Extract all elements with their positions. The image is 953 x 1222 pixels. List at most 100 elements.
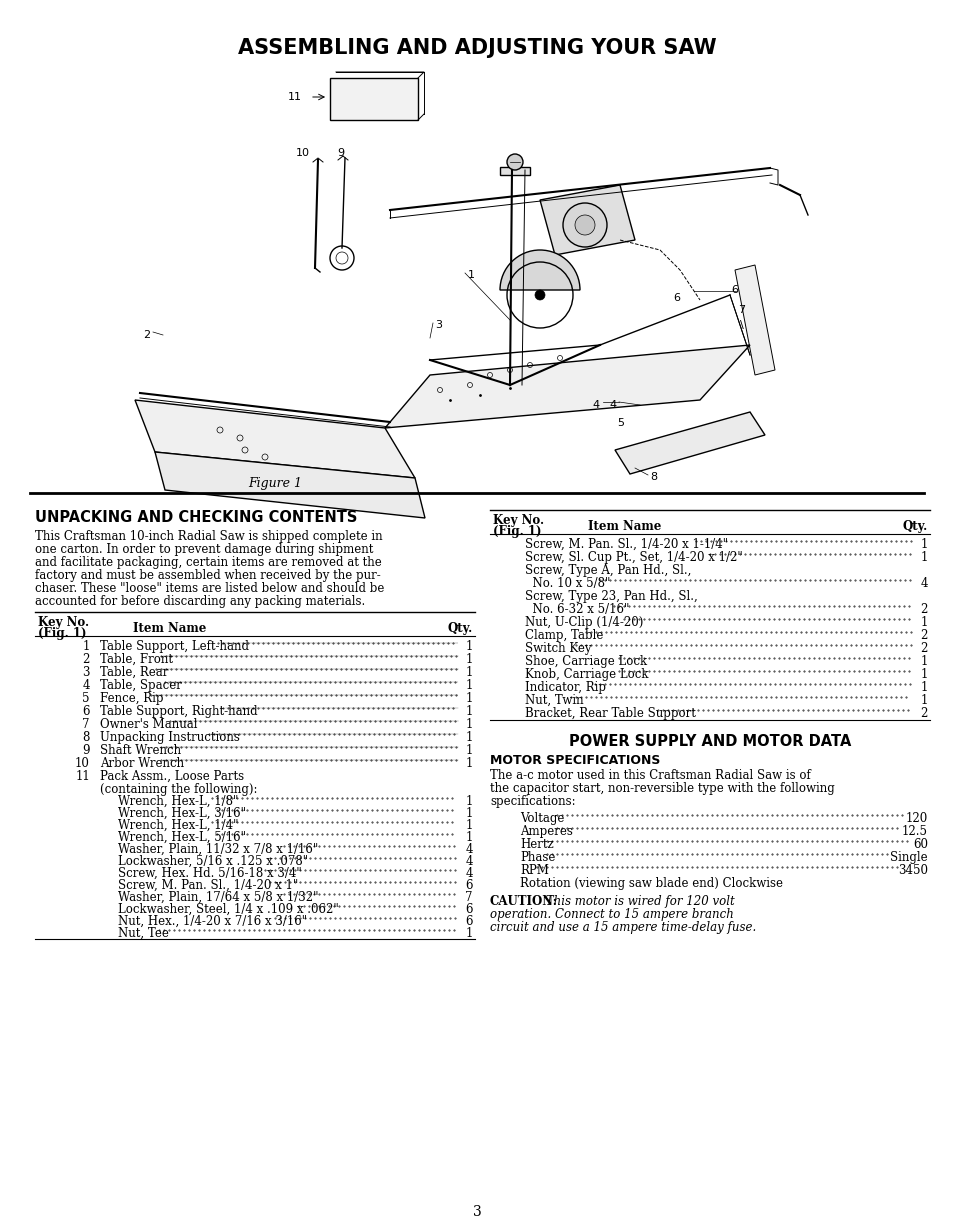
Text: CAUTION:: CAUTION:: [490, 895, 558, 908]
Text: circuit and use a 15 ampere time-delay fuse.: circuit and use a 15 ampere time-delay f…: [490, 921, 756, 934]
Text: Item Name: Item Name: [132, 622, 206, 635]
Text: Screw, Hex. Hd. 5/16-18 x 3/4": Screw, Hex. Hd. 5/16-18 x 3/4": [118, 866, 301, 880]
Text: 5: 5: [82, 692, 90, 705]
Text: (Fig. 1): (Fig. 1): [38, 627, 87, 640]
Text: Wrench, Hex-L, 3/16": Wrench, Hex-L, 3/16": [118, 807, 246, 820]
Polygon shape: [615, 412, 764, 474]
Text: The a-c motor used in this Craftsman Radial Saw is of: The a-c motor used in this Craftsman Rad…: [490, 769, 810, 782]
Text: 9: 9: [336, 148, 344, 158]
Text: 1: 1: [920, 616, 927, 629]
Bar: [495, 382, 533, 395]
Polygon shape: [154, 452, 424, 518]
Text: 1: 1: [920, 681, 927, 694]
Text: Shoe, Carriage Lock: Shoe, Carriage Lock: [524, 655, 646, 668]
Text: \: \: [740, 320, 743, 330]
Text: 1: 1: [465, 679, 473, 692]
Text: specifications:: specifications:: [490, 796, 575, 808]
Text: Switch Key: Switch Key: [524, 642, 591, 655]
Text: 1: 1: [465, 705, 473, 719]
Text: 7: 7: [465, 891, 473, 904]
Text: MOTOR SPECIFICATIONS: MOTOR SPECIFICATIONS: [490, 754, 659, 767]
Text: Nut, Twin: Nut, Twin: [524, 694, 583, 708]
Circle shape: [562, 203, 606, 247]
Text: 2: 2: [920, 629, 927, 642]
Text: 1: 1: [465, 807, 473, 820]
Text: chaser. These "loose" items are listed below and should be: chaser. These "loose" items are listed b…: [35, 582, 384, 595]
Polygon shape: [385, 345, 749, 428]
Text: operation. Connect to 15 ampere branch: operation. Connect to 15 ampere branch: [490, 908, 733, 921]
Circle shape: [506, 154, 522, 170]
Text: Wrench, Hex-L, 5/16": Wrench, Hex-L, 5/16": [118, 831, 246, 844]
Text: Table Support, Right-hand: Table Support, Right-hand: [100, 705, 257, 719]
Text: 2: 2: [920, 642, 927, 655]
Text: Hertz: Hertz: [519, 838, 553, 851]
Text: Table, Front: Table, Front: [100, 653, 172, 666]
Text: Wrench, Hex-L, 1/4": Wrench, Hex-L, 1/4": [118, 819, 238, 832]
Text: Clamp, Table: Clamp, Table: [524, 629, 602, 642]
Text: Knob, Carriage Lock: Knob, Carriage Lock: [524, 668, 648, 681]
Text: Item Name: Item Name: [587, 521, 660, 533]
Text: 1: 1: [468, 270, 475, 280]
Text: 1: 1: [920, 694, 927, 708]
Text: 1: 1: [465, 744, 473, 756]
Text: (containing the following):: (containing the following):: [100, 783, 257, 796]
Text: 6: 6: [730, 285, 738, 295]
Text: Key No.: Key No.: [38, 616, 89, 629]
Text: Indicator, Rip: Indicator, Rip: [524, 681, 605, 694]
Text: 3: 3: [82, 666, 90, 679]
Text: factory and must be assembled when received by the pur-: factory and must be assembled when recei…: [35, 569, 380, 582]
Text: 2: 2: [83, 653, 90, 666]
Text: 60: 60: [912, 838, 927, 851]
Text: 1: 1: [920, 551, 927, 565]
Text: 1: 1: [465, 719, 473, 731]
Text: Figure 1: Figure 1: [248, 477, 302, 490]
Text: 2: 2: [920, 708, 927, 720]
Text: No. 6-32 x 5/16": No. 6-32 x 5/16": [524, 602, 629, 616]
Text: 11: 11: [75, 770, 90, 783]
Text: 1: 1: [920, 668, 927, 681]
Text: 6: 6: [465, 903, 473, 916]
Text: Screw, M. Pan. Sl., 1/4-20 x 1-1/4": Screw, M. Pan. Sl., 1/4-20 x 1-1/4": [524, 538, 727, 551]
Text: 3: 3: [435, 320, 441, 330]
Text: 1: 1: [465, 653, 473, 666]
Text: Washer, Plain, 17/64 x 5/8 x 1/32": Washer, Plain, 17/64 x 5/8 x 1/32": [118, 891, 318, 904]
Text: Shaft Wrench: Shaft Wrench: [100, 744, 181, 756]
Text: 2: 2: [143, 330, 150, 340]
Text: the capacitor start, non-reversible type with the following: the capacitor start, non-reversible type…: [490, 782, 834, 796]
Text: 120: 120: [904, 811, 927, 825]
Text: 1: 1: [83, 640, 90, 653]
Polygon shape: [734, 265, 774, 375]
Text: 1: 1: [465, 831, 473, 844]
Text: 7: 7: [738, 306, 744, 315]
Text: Qty.: Qty.: [902, 521, 927, 533]
Text: Amperes: Amperes: [519, 825, 572, 838]
Text: Table, Spacer: Table, Spacer: [100, 679, 182, 692]
Text: and facilitate packaging, certain items are removed at the: and facilitate packaging, certain items …: [35, 556, 381, 569]
Text: 1: 1: [920, 655, 927, 668]
Circle shape: [535, 290, 544, 299]
Text: Unpacking Instructions: Unpacking Instructions: [100, 731, 239, 744]
Text: 1: 1: [465, 796, 473, 808]
Text: Table, Rear: Table, Rear: [100, 666, 168, 679]
Text: 4: 4: [592, 400, 599, 411]
Text: Key No.: Key No.: [493, 514, 543, 527]
Polygon shape: [539, 185, 635, 255]
Text: 3: 3: [472, 1205, 481, 1220]
Text: 1: 1: [465, 666, 473, 679]
Text: Screw, M. Pan. Sl., 1/4-20 x 1": Screw, M. Pan. Sl., 1/4-20 x 1": [118, 879, 298, 892]
Text: 9: 9: [82, 744, 90, 756]
Text: 6: 6: [672, 293, 679, 303]
Text: ASSEMBLING AND ADJUSTING YOUR SAW: ASSEMBLING AND ADJUSTING YOUR SAW: [237, 38, 716, 57]
Text: accounted for before discarding any packing materials.: accounted for before discarding any pack…: [35, 595, 365, 609]
Text: 11: 11: [288, 92, 302, 101]
Text: 4: 4: [920, 577, 927, 590]
Text: Lockwasher, 5/16 x .125 x .078": Lockwasher, 5/16 x .125 x .078": [118, 855, 308, 868]
Bar: [499, 167, 530, 175]
Text: Rotation (viewing saw blade end) Clockwise: Rotation (viewing saw blade end) Clockwi…: [519, 877, 782, 890]
Text: Single: Single: [889, 851, 927, 864]
Text: Screw, Type 23, Pan Hd., Sl.,: Screw, Type 23, Pan Hd., Sl.,: [524, 590, 697, 602]
Bar: [330, 78, 417, 120]
Text: 10: 10: [295, 148, 310, 158]
Text: Pack Assm., Loose Parts: Pack Assm., Loose Parts: [100, 770, 244, 783]
Polygon shape: [135, 400, 415, 478]
